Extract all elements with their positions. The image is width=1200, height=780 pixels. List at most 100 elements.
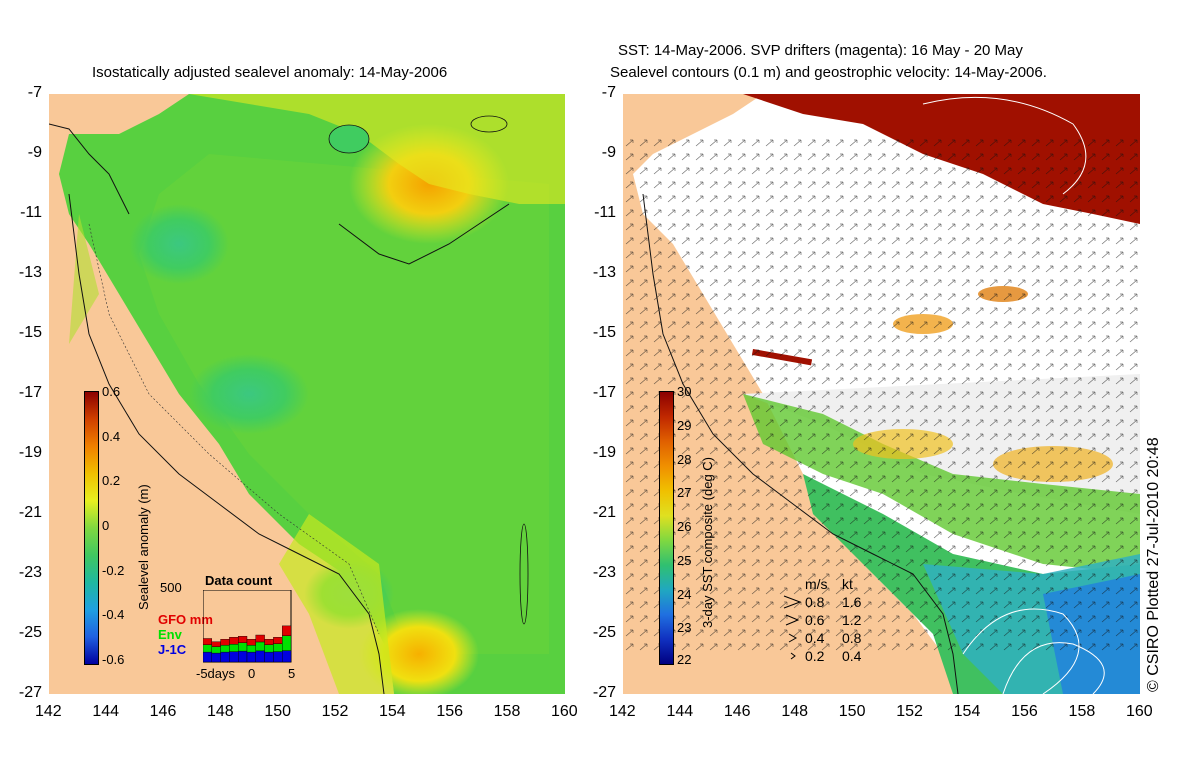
legend-j1c: J-1C [158,642,187,657]
dc-bar-red [211,641,221,647]
x-tick-label: 150 [264,703,292,720]
vel-row-kt: 1.6 [842,594,862,610]
y-tick-label: -23 [592,564,616,581]
dc-bar-red [246,639,257,646]
x-tick-label: 160 [1126,703,1153,720]
sealevel-tick: 0.6 [102,384,121,399]
sst-tick: 29 [677,418,692,433]
dc-bar-blue [281,650,292,663]
legend-env: Env [158,627,182,642]
x-tick-label: 142 [609,703,636,720]
sealevel-tick: 0.4 [102,429,121,444]
sst-tick: 26 [677,519,692,534]
credit-text: © CSIRO Plotted 27-Jul-2010 20:48 [1145,437,1162,692]
x-tick-label: 144 [666,703,694,720]
dc-bar-green [246,644,257,653]
y-tick-label: -7 [27,84,42,101]
sealevel-map-graphic [49,94,565,694]
y-tick-label: -21 [18,504,42,521]
dc-x-tick: 5 [288,666,296,681]
y-tick-label: -21 [592,504,616,521]
x-tick-label: 142 [35,703,62,720]
x-tick-label: 156 [1011,703,1038,720]
y-tick-label: -13 [18,264,42,281]
sst-tick: 22 [677,652,692,667]
x-tick-label: 150 [838,703,866,720]
y-tick-label: -9 [601,144,616,161]
y-tick-label: -15 [18,324,42,341]
sealevel-tick: -0.2 [102,563,125,578]
y-tick-label: -13 [592,264,616,281]
y-tick-label: -25 [18,624,42,641]
dc-bar-blue [229,651,239,663]
sealevel-tick: 0 [102,518,110,533]
left-panel-title: Isostatically adjusted sealevel anomaly:… [92,64,448,81]
dc-bar-blue [238,650,248,663]
dc-bar-red [203,638,213,645]
dc-bar-blue [264,651,274,663]
data-count-title: Data count [205,573,273,588]
x-tick-label: 148 [781,703,809,720]
dc-bar-red [229,637,239,645]
vel-row-kt: 1.2 [842,612,862,628]
x-tick-label: 148 [207,703,234,720]
right-panel-title-1: SST: 14-May-2006. SVP drifters (magenta)… [618,42,1023,59]
x-tick-label: 144 [92,703,120,720]
x-tick-label: 158 [493,703,521,720]
dc-bar-green [255,641,265,652]
vel-arrows [783,595,802,660]
dc-bar-red [281,625,292,636]
dc-bar-blue [211,652,221,663]
y-tick-label: -15 [592,324,616,341]
y-tick-label: -25 [592,624,616,641]
sst-colorbar-label: 3-day SST composite (deg C) [700,457,715,628]
y-tick-label: -27 [592,684,616,701]
sst-map-graphic [623,94,1140,694]
sst-map [623,94,1140,694]
dc-bar-blue [220,651,230,663]
dc-bar-green [229,643,239,652]
x-tick-label: 154 [379,703,406,720]
data-count-chart [203,590,292,663]
x-tick-label: 154 [953,703,981,720]
right-panel-title-2: Sealevel contours (0.1 m) and geostrophi… [610,64,1047,81]
dc-bar-red [238,636,248,643]
dc-bar-blue [203,651,213,663]
dc-bar-blue [246,651,257,663]
vel-row-kt: 0.8 [842,630,862,646]
sealevel-colorbar [84,391,99,665]
x-tick-label: 146 [149,703,177,720]
sealevel-colorbar-label: Sealevel anomaly (m) [136,484,151,610]
dc-bar-blue [273,651,283,663]
x-tick-label: 158 [1068,703,1096,720]
dc-bar-green [281,635,292,651]
sealevel-tick: -0.6 [102,652,125,667]
sealevel-anomaly-map [49,94,565,694]
vel-row-ms: 0.4 [805,630,825,646]
y-tick-label: -27 [18,684,42,701]
sst-colorbar [659,391,674,665]
dc-bar-red [264,639,274,645]
x-tick-label: 156 [436,703,464,720]
dc-x-tick: 0 [248,666,256,681]
sst-tick: 25 [677,553,692,568]
y-tick-label: -9 [27,144,42,161]
data-count-max: 500 [160,580,182,595]
sst-tick: 23 [677,620,692,635]
vel-row-ms: 0.8 [805,594,825,610]
dc-bar-green [273,643,283,652]
vel-row-ms: 0.6 [805,612,825,628]
y-tick-label: -11 [20,204,42,221]
y-tick-label: -17 [592,384,616,401]
y-tick-label: -19 [592,444,616,461]
dc-x-tick: -5days [196,666,236,681]
dc-bar-blue [255,650,265,663]
sst-tick: 27 [677,485,692,500]
vel-header-kt: kt [842,576,853,592]
x-tick-label: 160 [551,703,578,720]
dc-bar-red [255,634,265,643]
dc-bar-red [273,637,283,644]
sealevel-tick: 0.2 [102,473,121,488]
dc-bar-green [220,644,230,653]
y-tick-label: -17 [18,384,42,401]
